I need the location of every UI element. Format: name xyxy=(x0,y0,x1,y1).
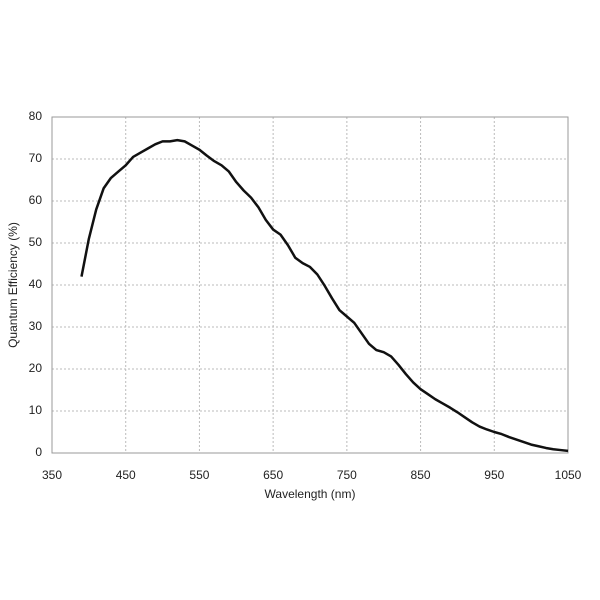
data-line xyxy=(80,138,569,453)
x-tick-label: 950 xyxy=(484,468,504,482)
y-tick-label: 10 xyxy=(29,403,43,417)
x-tick-label: 550 xyxy=(189,468,209,482)
x-tick-label: 450 xyxy=(116,468,136,482)
y-tick-label: 80 xyxy=(29,109,43,123)
y-tick-label: 0 xyxy=(35,445,42,459)
y-tick-label: 70 xyxy=(29,151,43,165)
x-tick-label: 350 xyxy=(42,468,62,482)
x-tick-label: 1050 xyxy=(555,468,582,482)
x-tick-label: 850 xyxy=(411,468,431,482)
x-tick-label: 750 xyxy=(337,468,357,482)
y-tick-label: 20 xyxy=(29,361,43,375)
y-axis-label: Quantum Efficiency (%) xyxy=(6,222,20,348)
y-tick-label: 40 xyxy=(29,277,43,291)
x-axis-label: Wavelength (nm) xyxy=(265,487,356,501)
x-tick-label: 650 xyxy=(263,468,283,482)
y-tick-label: 60 xyxy=(29,193,43,207)
plot-frame xyxy=(51,116,569,454)
y-tick-label: 50 xyxy=(29,235,43,249)
y-tick-label: 30 xyxy=(29,319,43,333)
